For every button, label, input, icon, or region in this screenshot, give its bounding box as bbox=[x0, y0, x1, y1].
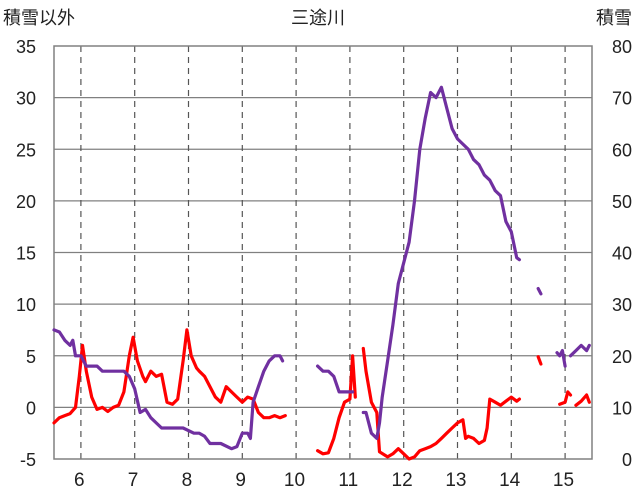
left-tick-label: 20 bbox=[16, 192, 36, 212]
series-0-segment-4 bbox=[558, 390, 573, 406]
plot-frame bbox=[53, 45, 593, 460]
x-tick-label: 12 bbox=[392, 470, 413, 491]
right-tick-label: 10 bbox=[612, 398, 632, 418]
x-tick-label: 14 bbox=[499, 470, 521, 491]
left-tick-label: 25 bbox=[16, 140, 36, 160]
series-0-segment-1 bbox=[316, 354, 357, 456]
series-1-segment-3 bbox=[536, 287, 543, 296]
left-tick-label: 10 bbox=[16, 295, 36, 315]
right-tick-label: 20 bbox=[612, 347, 632, 367]
right-tick-label: 0 bbox=[622, 450, 632, 470]
series-0-segment-5 bbox=[574, 393, 591, 407]
chart-title: 三途川 bbox=[291, 8, 345, 28]
series-1-segment-4 bbox=[555, 349, 567, 368]
x-tick-label: 15 bbox=[553, 470, 574, 491]
right-tick-label: 70 bbox=[612, 89, 632, 109]
x-tick-label: 8 bbox=[182, 470, 193, 491]
x-tick-label: 9 bbox=[235, 470, 246, 491]
right-tick-label: 80 bbox=[612, 37, 632, 57]
series-1-segment-5 bbox=[568, 343, 591, 358]
right-tick-label: 30 bbox=[612, 295, 632, 315]
series-1-segment-1 bbox=[316, 364, 355, 394]
right-tick-label: 60 bbox=[612, 140, 632, 160]
right-tick-label: 50 bbox=[612, 192, 632, 212]
series-1-segment-0 bbox=[52, 328, 285, 451]
left-axis-label: 積雪以外 bbox=[3, 8, 75, 28]
x-tick-label: 7 bbox=[128, 470, 139, 491]
left-tick-label: -5 bbox=[20, 450, 36, 470]
x-tick-label: 11 bbox=[338, 470, 358, 491]
left-tick-label: 15 bbox=[16, 244, 36, 264]
series-0-segment-2 bbox=[361, 346, 522, 461]
right-axis-label: 積雪 bbox=[596, 8, 632, 28]
x-tick-label: 10 bbox=[284, 470, 305, 491]
x-tick-label: 13 bbox=[445, 470, 466, 491]
series-1-segment-2 bbox=[361, 85, 522, 440]
right-tick-label: 40 bbox=[612, 244, 632, 264]
x-tick-label: 6 bbox=[74, 470, 85, 491]
left-tick-label: 30 bbox=[16, 89, 36, 109]
series-0-segment-0 bbox=[52, 328, 287, 425]
left-tick-label: 0 bbox=[26, 398, 36, 418]
series-0-segment-3 bbox=[536, 355, 543, 366]
grid bbox=[54, 46, 592, 459]
left-tick-label: 5 bbox=[26, 347, 36, 367]
left-tick-label: 35 bbox=[16, 37, 36, 57]
series-layer bbox=[52, 85, 591, 461]
